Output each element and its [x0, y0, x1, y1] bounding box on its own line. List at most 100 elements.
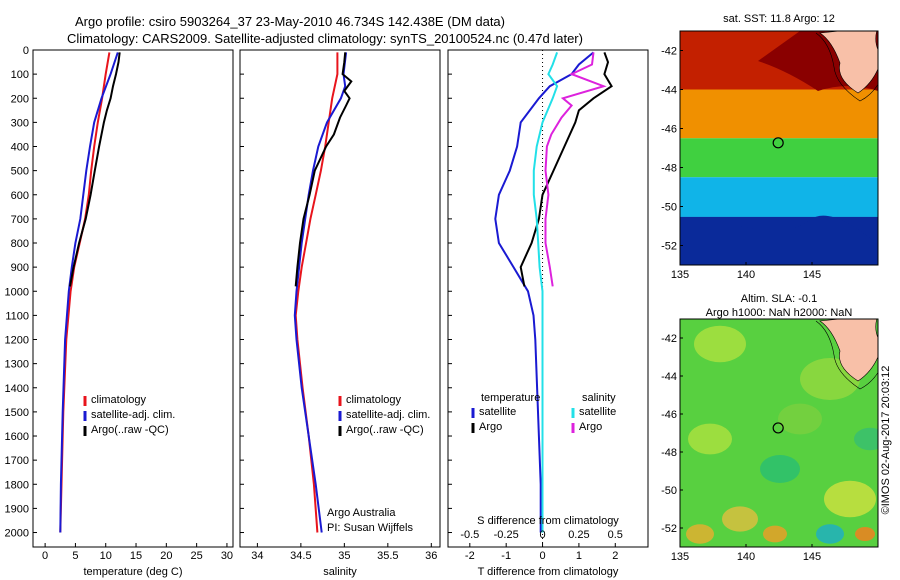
- x-tick-label: 1: [576, 550, 582, 562]
- sst-map-field: [680, 31, 878, 265]
- sla-anomaly-blob: [778, 403, 822, 435]
- series-line-satellite: [59, 52, 119, 533]
- x-tick-label: 0: [539, 550, 545, 562]
- sst-map-panel: 135 140 145 -42 -44 -46 -48 -50 -52 sat. SST: 11.…: [661, 13, 879, 281]
- top-tick-label: 0.25: [568, 529, 589, 541]
- y-tick-label: 800: [11, 238, 29, 250]
- map-subtitle: Argo h1000: NaN h2000: NaN: [706, 307, 853, 319]
- annotation-pi: PI: Susan Wijffels: [327, 522, 413, 534]
- sla-anomaly-blob: [760, 455, 800, 483]
- x-tick-label: 35: [338, 550, 350, 562]
- shelf-contour: [815, 32, 878, 102]
- x-tick-label: 20: [160, 550, 172, 562]
- legend-label: satellite: [579, 406, 616, 418]
- y-tick-label: 2000: [5, 528, 29, 540]
- series-line-t-argo: [519, 52, 613, 287]
- y-tick-label: 0: [23, 45, 29, 57]
- x-tick-label: -2: [465, 550, 475, 562]
- y-tick-label: -48: [661, 447, 677, 459]
- top-tick-label: -0.5: [460, 529, 479, 541]
- top-tick-label: 0: [539, 529, 545, 541]
- y-tick-label: 1700: [5, 455, 29, 467]
- tasmania-land: [819, 319, 878, 382]
- sla-map-panel: 135 140 145 -42 -44 -46 -48 -50 -52 Altim. SLA: -…: [661, 293, 879, 563]
- y-tick-label: -50: [661, 485, 677, 497]
- sla-anomaly-blob: [824, 480, 876, 518]
- sla-map-field: [680, 319, 878, 547]
- tasmania-land: [819, 31, 878, 94]
- map-title: sat. SST: 11.8 Argo: 12: [723, 13, 835, 25]
- legend-label: satellite-adj. clim.: [91, 409, 175, 421]
- y-tick-label: 700: [11, 214, 29, 226]
- shelf-contour: [815, 320, 878, 390]
- y-tick-label: -52: [661, 241, 677, 253]
- y-tick-label: 1800: [5, 479, 29, 491]
- y-tick-label: 1200: [5, 335, 29, 347]
- sst-band-edge: [680, 181, 878, 217]
- series-line-argo: [69, 52, 121, 287]
- legend-label: Argo: [479, 421, 502, 433]
- difference-profile-frame: [447, 49, 649, 548]
- series-line-satellite: [293, 52, 348, 533]
- series-line-s-satellite: [532, 52, 559, 533]
- sst-map-frame: [679, 30, 879, 266]
- legend-group-title: salinity: [582, 392, 616, 404]
- x-tick-label: 10: [100, 550, 112, 562]
- y-tick-label: 1300: [5, 359, 29, 371]
- series-line-t-satellite: [494, 51, 595, 533]
- sla-anomaly-blob: [722, 506, 758, 532]
- sla-anomaly-blob: [688, 423, 732, 455]
- y-tick-label: -42: [661, 46, 677, 58]
- x-tick-label: 140: [737, 551, 755, 563]
- top-tick-label: -0.25: [494, 529, 519, 541]
- copyright-text: ©IMOS 02-Aug-2017 20:03:12: [880, 366, 892, 515]
- y-tick-label: -46: [661, 124, 677, 136]
- x-tick-label: 15: [130, 550, 142, 562]
- sla-anomaly-blob: [694, 325, 746, 363]
- y-tick-label: 900: [11, 262, 29, 274]
- series-line-s-argo: [544, 52, 607, 287]
- x-tick-label: 36: [425, 550, 437, 562]
- x-tick-label: 135: [671, 269, 689, 281]
- x-tick-label: 34: [251, 550, 263, 562]
- legend-label: Argo: [579, 421, 602, 433]
- x-tick-label: 35.5: [377, 550, 398, 562]
- y-tick-label: -44: [661, 371, 677, 383]
- sst-band-edge: [680, 97, 878, 123]
- x-tick-label: 145: [803, 551, 821, 563]
- y-tick-label: 1500: [5, 407, 29, 419]
- sla-map-frame: [679, 318, 879, 548]
- y-tick-label: 100: [11, 69, 29, 81]
- sla-anomaly-blob: [854, 427, 878, 451]
- x-tick-label: 34.5: [290, 550, 311, 562]
- salinity-profile-panel: 34 34.5 35 35.5 36 salinity climatology satelli…: [239, 49, 441, 578]
- y-tick-label: 500: [11, 166, 29, 178]
- series-line-argo: [294, 52, 353, 287]
- x-tick-label: 145: [803, 269, 821, 281]
- y-tick-label: 200: [11, 93, 29, 105]
- y-tick-label: 400: [11, 142, 29, 154]
- legend-label: Argo(..raw -QC): [91, 424, 169, 436]
- map-title: Altim. SLA: -0.1: [741, 293, 817, 305]
- y-tick-label: -44: [661, 85, 677, 97]
- temperature-profile-panel: 0 5 10 15 20 25 300100200300400500600700800900…: [5, 45, 234, 578]
- figure-title-line-1: Argo profile: csiro 5903264_37 23-May-20…: [75, 14, 505, 29]
- difference-profile-panel: -2 -1 0 1 2 T difference from climatology S di…: [447, 49, 649, 578]
- y-tick-label: 1900: [5, 503, 29, 515]
- x-tick-label: 0: [42, 550, 48, 562]
- sla-anomaly-blob: [686, 524, 714, 544]
- salinity-profile-frame: [239, 49, 441, 548]
- x-tick-label: -1: [501, 550, 511, 562]
- y-tick-label: -52: [661, 523, 677, 535]
- y-tick-label: -42: [661, 333, 677, 345]
- y-tick-label: -46: [661, 409, 677, 421]
- sst-band: [680, 138, 878, 178]
- x-tick-label: 30: [221, 550, 233, 562]
- y-tick-label: -50: [661, 202, 677, 214]
- x-tick-label: 140: [737, 269, 755, 281]
- sla-anomaly-blob: [816, 524, 844, 544]
- figure-title-line-2: Climatology: CARS2009. Satellite-adjuste…: [67, 31, 583, 46]
- annotation-argo-australia: Argo Australia: [327, 507, 396, 519]
- x-tick-label: 135: [671, 551, 689, 563]
- top-axis-label: S difference from climatology: [477, 515, 619, 527]
